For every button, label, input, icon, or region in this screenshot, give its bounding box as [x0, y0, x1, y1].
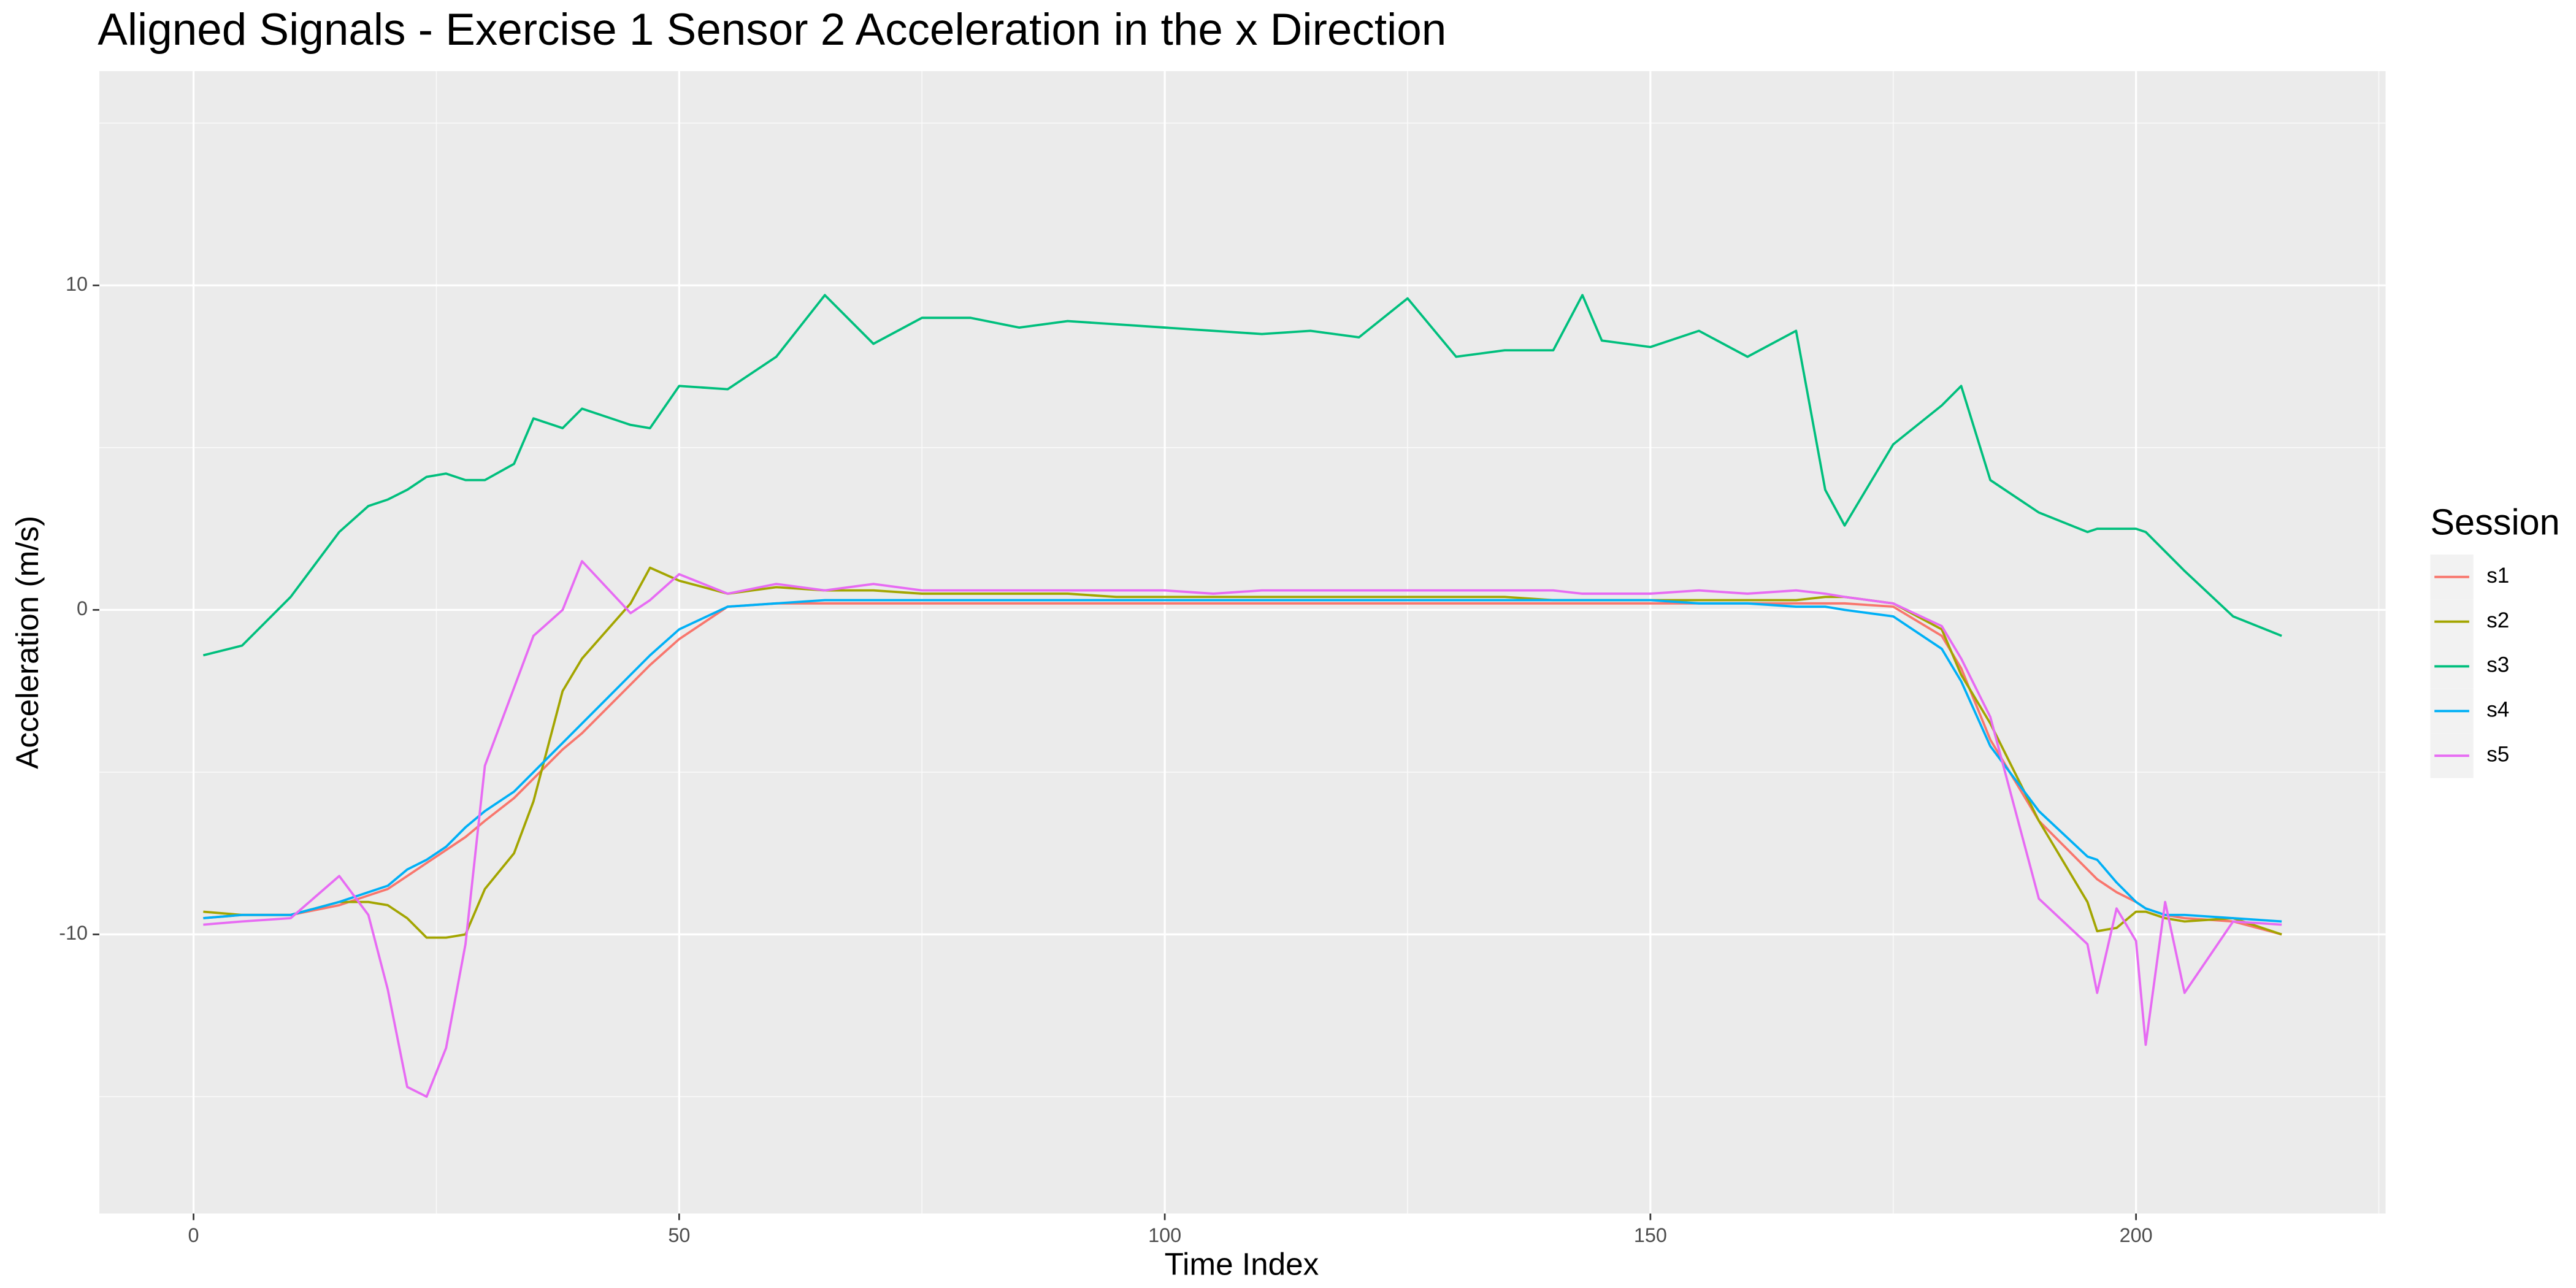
legend: s1 s2 s3 s4 s5 — [2430, 554, 2509, 778]
y-tick-label: 10 — [66, 273, 88, 295]
legend-label: s1 — [2486, 564, 2509, 588]
series-line — [203, 599, 2282, 923]
y-axis-label: Acceleration (m/s) — [10, 516, 45, 769]
plot-panel — [99, 71, 2386, 1214]
legend-label: s3 — [2486, 653, 2509, 677]
legend-label: s5 — [2486, 742, 2509, 766]
x-tick-label: 200 — [2120, 1224, 2153, 1246]
legend-title: Session — [2430, 501, 2559, 542]
x-tick-label: 100 — [1148, 1224, 1181, 1246]
x-tick-label: 0 — [188, 1224, 199, 1246]
series-line — [203, 560, 2282, 1098]
y-tick-label: 0 — [77, 597, 88, 619]
grid: 0 50 100 150 200 -10 0 10 — [59, 71, 2386, 1246]
x-tick-label: 150 — [1634, 1224, 1667, 1246]
chart-title: Aligned Signals - Exercise 1 Sensor 2 Ac… — [98, 5, 1446, 55]
y-tick-label: -10 — [59, 922, 88, 944]
legend-label: s4 — [2486, 698, 2509, 722]
series-line — [203, 566, 2282, 939]
legend-label: s2 — [2486, 608, 2509, 632]
series-line — [202, 294, 2282, 657]
lines — [202, 294, 2282, 1098]
x-axis-label: Time Index — [1165, 1246, 1319, 1281]
x-tick-label: 50 — [668, 1224, 690, 1246]
